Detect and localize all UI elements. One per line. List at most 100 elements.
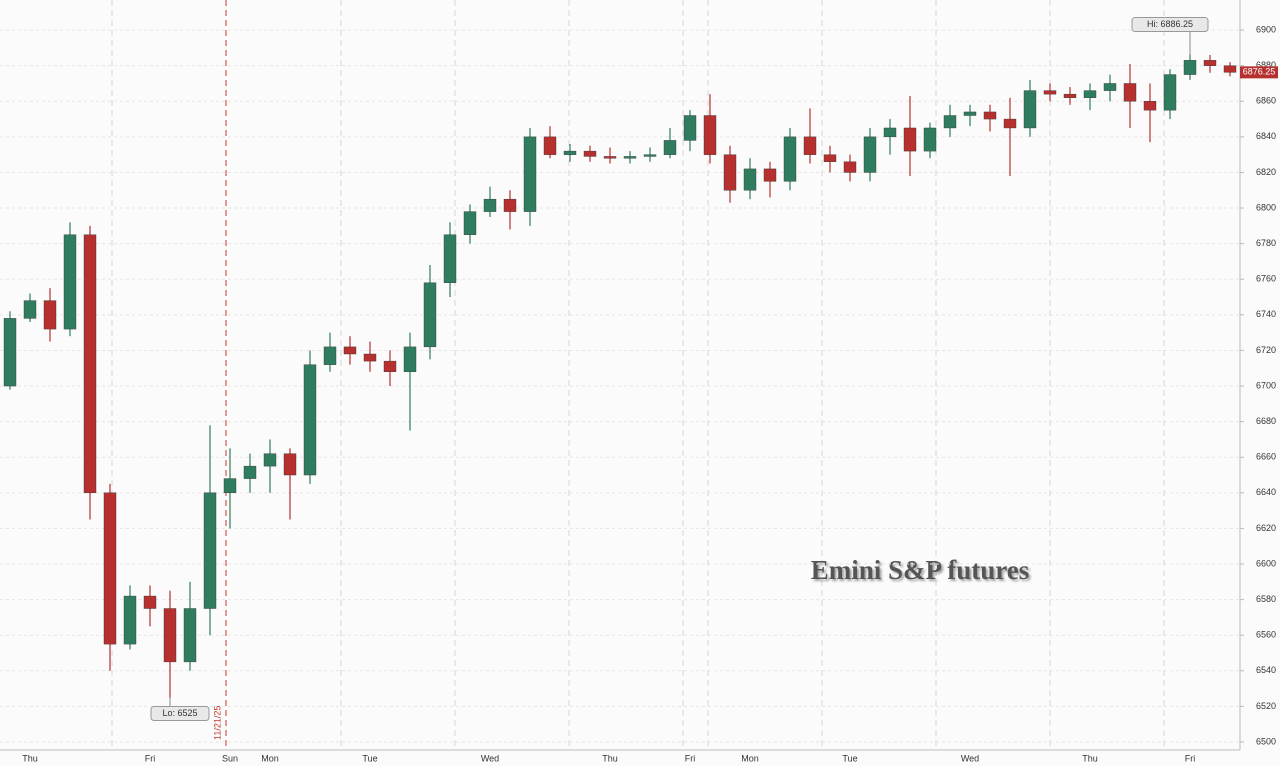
y-tick-label: 6880 bbox=[1256, 60, 1276, 70]
candle-body bbox=[563, 150, 577, 155]
x-tick-label: Wed bbox=[961, 753, 979, 763]
y-tick-label: 6560 bbox=[1256, 630, 1276, 640]
y-tick-label: 6860 bbox=[1256, 96, 1276, 106]
candle-body bbox=[143, 595, 157, 609]
y-tick-label: 6620 bbox=[1256, 523, 1276, 533]
x-tick-label: Wed bbox=[481, 753, 499, 763]
candle-body bbox=[1043, 90, 1057, 95]
candle-body bbox=[823, 154, 837, 162]
candle-body bbox=[383, 360, 397, 372]
candle-body bbox=[283, 453, 297, 476]
y-tick-label: 6600 bbox=[1256, 558, 1276, 568]
candle-body bbox=[723, 154, 737, 191]
candle-body bbox=[123, 595, 137, 645]
candle-body bbox=[1223, 65, 1237, 73]
x-tick-label: Thu bbox=[602, 753, 618, 763]
candle-body bbox=[743, 168, 757, 191]
y-tick-label: 6740 bbox=[1256, 309, 1276, 319]
y-tick-label: 6680 bbox=[1256, 416, 1276, 426]
x-tick-label: Sun bbox=[222, 753, 238, 763]
candle-body bbox=[763, 168, 777, 182]
candle-body bbox=[423, 282, 437, 348]
x-tick-label: Mon bbox=[261, 753, 279, 763]
candle-body bbox=[443, 234, 457, 284]
candle-body bbox=[783, 136, 797, 182]
candle-body bbox=[903, 127, 917, 152]
x-tick-label: Tue bbox=[362, 753, 377, 763]
candle-body bbox=[503, 198, 517, 212]
candle-body bbox=[203, 492, 217, 609]
annotation-box bbox=[1131, 17, 1209, 33]
candle-body bbox=[263, 453, 277, 467]
candle-body bbox=[223, 478, 237, 494]
y-tick-label: 6500 bbox=[1256, 736, 1276, 746]
candle-body bbox=[463, 211, 477, 235]
candle-body bbox=[703, 115, 717, 155]
candle-body bbox=[103, 492, 117, 645]
candle-body bbox=[1063, 93, 1077, 98]
y-tick-label: 6520 bbox=[1256, 701, 1276, 711]
y-tick-label: 6820 bbox=[1256, 167, 1276, 177]
y-tick-label: 6660 bbox=[1256, 452, 1276, 462]
x-tick-label: Thu bbox=[1082, 753, 1098, 763]
candle-body bbox=[163, 608, 177, 663]
candle-body bbox=[343, 346, 357, 355]
y-tick-label: 6580 bbox=[1256, 594, 1276, 604]
y-tick-label: 6840 bbox=[1256, 131, 1276, 141]
candle-body bbox=[1123, 83, 1137, 102]
candle-body bbox=[63, 234, 77, 330]
candle-body bbox=[1003, 118, 1017, 129]
candle-body bbox=[1023, 90, 1037, 129]
candle-body bbox=[803, 136, 817, 155]
candle-body bbox=[1163, 74, 1177, 111]
candle-body bbox=[1103, 83, 1117, 91]
x-tick-label: Thu bbox=[22, 753, 38, 763]
candle-body bbox=[1083, 90, 1097, 98]
annotation-label: Lo: 6525 bbox=[162, 708, 197, 718]
candle-body bbox=[863, 136, 877, 173]
candle-body bbox=[683, 115, 697, 141]
candle-body bbox=[623, 156, 637, 159]
y-tick-label: 6540 bbox=[1256, 665, 1276, 675]
y-tick-label: 6780 bbox=[1256, 238, 1276, 248]
candle-body bbox=[943, 115, 957, 129]
candle-body bbox=[23, 300, 37, 319]
y-tick-label: 6640 bbox=[1256, 487, 1276, 497]
annotation-label: Hi: 6886.25 bbox=[1147, 19, 1193, 29]
candle-body bbox=[983, 111, 997, 120]
candle-body bbox=[323, 346, 337, 365]
x-tick-label: Fri bbox=[145, 753, 156, 763]
x-tick-label: Tue bbox=[842, 753, 857, 763]
y-tick-label: 6720 bbox=[1256, 345, 1276, 355]
candle-body bbox=[883, 127, 897, 138]
candle-body bbox=[1183, 60, 1197, 75]
candle-body bbox=[923, 127, 937, 152]
y-tick-label: 6800 bbox=[1256, 202, 1276, 212]
candle-body bbox=[523, 136, 537, 212]
candle-body bbox=[543, 136, 557, 155]
candle-body bbox=[583, 150, 597, 157]
candle-body bbox=[1203, 60, 1217, 66]
y-tick-label: 6900 bbox=[1256, 24, 1276, 34]
candle-body bbox=[1143, 101, 1157, 111]
x-tick-label: Mon bbox=[741, 753, 759, 763]
date-marker-label: 11/21/25 bbox=[212, 706, 222, 740]
candle-body bbox=[843, 161, 857, 173]
candle-body bbox=[663, 140, 677, 155]
candle-body bbox=[183, 608, 197, 663]
candle-body bbox=[403, 346, 417, 372]
candle-body bbox=[3, 318, 17, 387]
candle-body bbox=[483, 198, 497, 212]
y-tick-label: 6760 bbox=[1256, 274, 1276, 284]
candle-body bbox=[603, 156, 617, 159]
candle-body bbox=[963, 111, 977, 116]
y-tick-label: 6700 bbox=[1256, 380, 1276, 390]
last-price-label: 6876.25 bbox=[1243, 67, 1276, 77]
candle-body bbox=[43, 300, 57, 330]
candle-body bbox=[303, 364, 317, 476]
x-tick-label: Fri bbox=[1185, 753, 1196, 763]
candle-body bbox=[643, 154, 657, 157]
annotation-box bbox=[150, 705, 210, 721]
last-price-box bbox=[1240, 66, 1278, 79]
